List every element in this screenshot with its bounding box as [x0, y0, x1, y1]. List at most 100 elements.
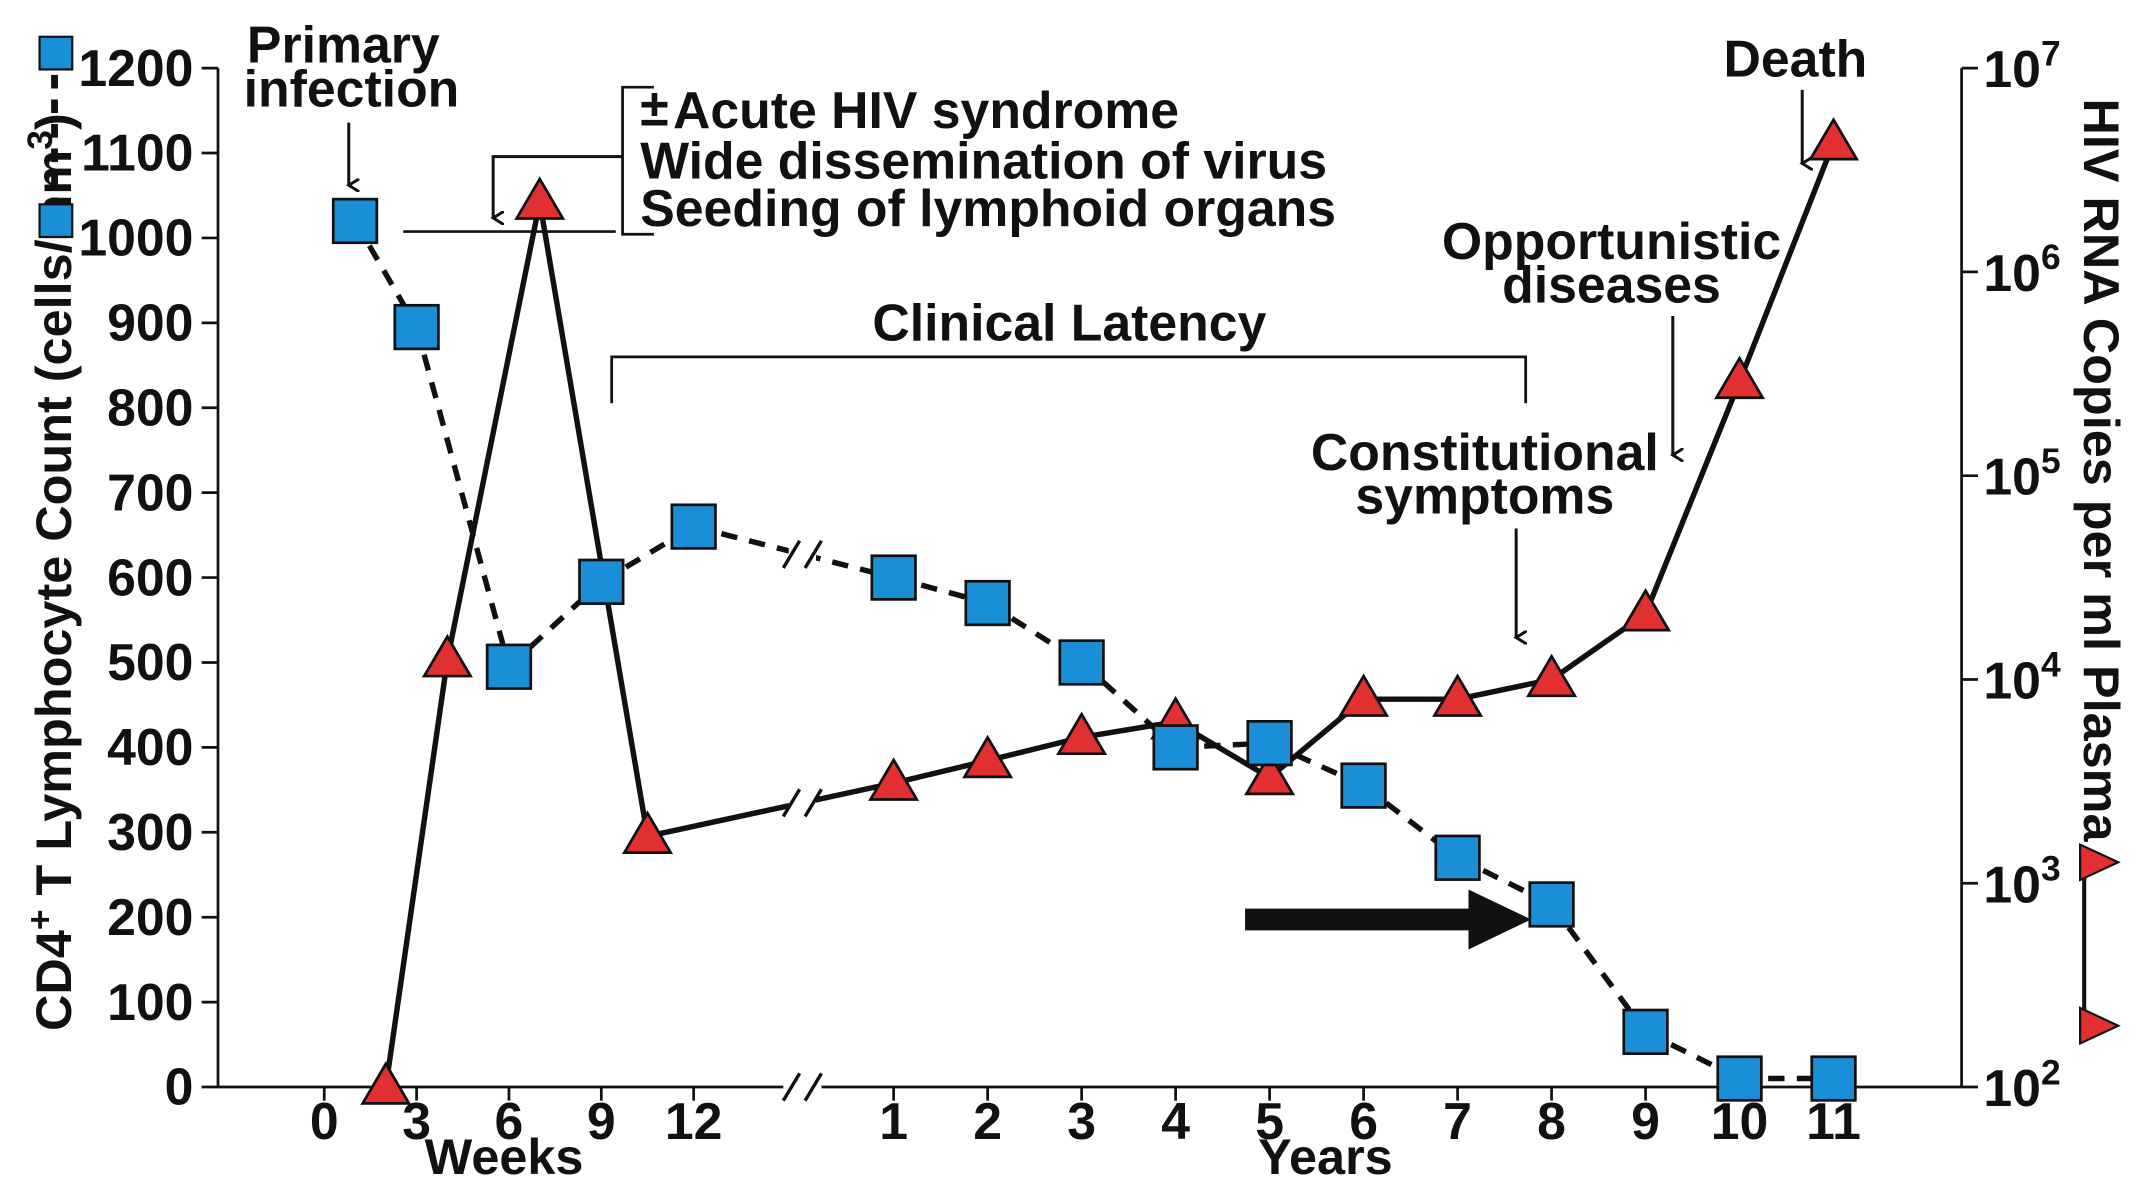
left-axis-title-end: ): [25, 113, 82, 130]
opportunistic-line2: diseases: [1502, 255, 1721, 313]
highlight-arrow-head: [1468, 889, 1532, 950]
rna-point: [1526, 653, 1578, 698]
hiv-rna-series: [360, 116, 1860, 1105]
cd4-point: [1340, 762, 1387, 809]
right-tick-base: 10: [1983, 448, 2041, 506]
clinical-latency-label: Clinical Latency: [872, 294, 1266, 352]
left-tick-label: 100: [107, 973, 193, 1031]
x-tick-label-week: 12: [665, 1092, 723, 1150]
death-label: Death: [1724, 29, 1868, 87]
rna-line-break-slash-b: [803, 788, 823, 818]
x-tick-label-year: 7: [1443, 1092, 1472, 1150]
rna-point: [1056, 711, 1108, 756]
x-tick-label-week: 6: [495, 1092, 524, 1150]
primary-infection-line1: Primary: [247, 16, 440, 74]
cd4-point: [870, 554, 917, 601]
rna-legend-triangle-bottom: [2079, 1006, 2121, 1046]
x-tick-label-year: 3: [1067, 1092, 1096, 1150]
cd4-legend-square-bottom: [38, 203, 74, 239]
x-tick-label-week: 9: [587, 1092, 616, 1150]
cd4-point: [578, 558, 625, 605]
rna-legend-triangle-top: [2079, 842, 2121, 882]
left-tick-label: 700: [107, 463, 193, 521]
rna-point: [1714, 355, 1766, 400]
x-weeks-label: Weeks: [425, 1128, 584, 1185]
right-tick-label: 106: [1983, 237, 2060, 302]
cd4-legend-square-top: [38, 35, 74, 71]
cd4-point: [1246, 719, 1293, 767]
right-tick-base: 10: [1983, 244, 2041, 302]
cd4-point: [670, 503, 717, 550]
primary-infection-line2: infection: [244, 59, 460, 117]
series-segment: [444, 201, 543, 661]
right-tick-base: 10: [1983, 40, 2041, 98]
acute-line3: Seeding of lymphoid organs: [640, 179, 1336, 237]
left-axis-title-sup2: 3: [20, 130, 60, 150]
left-tick-label: 300: [107, 803, 193, 861]
rna-point: [868, 757, 920, 801]
right-tick-label: 104: [1983, 645, 2061, 710]
left-axis-ticks: 0 100 200 300 400 500 600 700 800 900 1000 1100 1200: [78, 39, 218, 1116]
cd4-point: [1528, 881, 1575, 928]
left-axis-title-main: CD4: [25, 930, 82, 1031]
left-axis-title-mid: T Lymphocyte Count (cells/mm: [25, 150, 82, 910]
left-tick-label: 1000: [78, 209, 193, 267]
x-tick-label-week: 0: [310, 1092, 339, 1150]
x-tick-label-year: 6: [1349, 1092, 1378, 1150]
series-segment: [537, 201, 651, 837]
cd4-point: [1058, 639, 1105, 686]
x-tick-label-year: 2: [973, 1092, 1002, 1150]
x-tick-label-year: 5: [1255, 1092, 1284, 1150]
highlight-arrow-shaft: [1245, 908, 1477, 931]
acute-line1: Acute HIV syndrome: [673, 81, 1179, 139]
rna-point: [421, 633, 473, 678]
rna-point: [621, 810, 674, 854]
left-tick-label: 800: [107, 378, 193, 436]
opportunistic-line1: Opportunistic: [1442, 212, 1781, 270]
cd4-point: [1622, 1008, 1669, 1055]
series-segment: [507, 579, 604, 669]
rna-point: [1432, 673, 1484, 717]
left-axis-title: CD4+ T Lymphocyte Count (cells/mm3): [20, 113, 82, 1031]
left-tick-label: 0: [165, 1058, 194, 1116]
rna-line-break-slash-a: [781, 788, 802, 818]
right-tick-exp: 5: [2041, 441, 2061, 481]
right-tick-base: 10: [1983, 855, 2041, 913]
series-segment: [1079, 660, 1178, 750]
cd4-point: [393, 303, 440, 351]
left-axis-title-sup: +: [20, 909, 60, 930]
rna-point: [1620, 587, 1672, 632]
left-tick-label: 1100: [81, 124, 193, 182]
rna-legend-key: [2079, 842, 2121, 1046]
annotations: Primary infection ± Acute HIV syndrome W…: [244, 16, 1868, 950]
rna-point: [1244, 751, 1296, 796]
clinical-latency-bracket: [610, 355, 1528, 404]
right-tick-label: 103: [1983, 849, 2060, 914]
right-tick-exp: 7: [2041, 33, 2061, 73]
series-segment: [1737, 141, 1837, 383]
axis-breaks: [781, 535, 823, 1107]
rna-point: [962, 734, 1014, 779]
series-segment: [646, 780, 895, 839]
right-tick-label: 107: [1983, 33, 2060, 98]
right-tick-base: 10: [1983, 1059, 2041, 1117]
series-segment: [383, 659, 451, 1088]
rna-point: [360, 1061, 412, 1105]
x-tick-label-year: 4: [1161, 1092, 1190, 1150]
rna-point: [514, 176, 566, 220]
series-segment: [352, 219, 419, 329]
x-tick-label-year: 9: [1631, 1092, 1660, 1150]
right-tick-base: 10: [1983, 652, 2041, 710]
left-tick-label: 600: [107, 548, 193, 606]
rna-point: [1338, 673, 1390, 717]
constitutional-line1: Constitutional: [1311, 423, 1659, 481]
cd4-line-break-slash-a: [781, 539, 802, 569]
right-tick-exp: 3: [2041, 849, 2061, 889]
cd4-point: [1434, 834, 1481, 881]
constitutional-line2: symptoms: [1355, 467, 1614, 525]
cd4-point: [485, 643, 533, 690]
left-tick-label: 500: [107, 633, 193, 691]
x-tick-label-year: 1: [879, 1092, 908, 1150]
right-tick-label: 105: [1983, 441, 2060, 506]
